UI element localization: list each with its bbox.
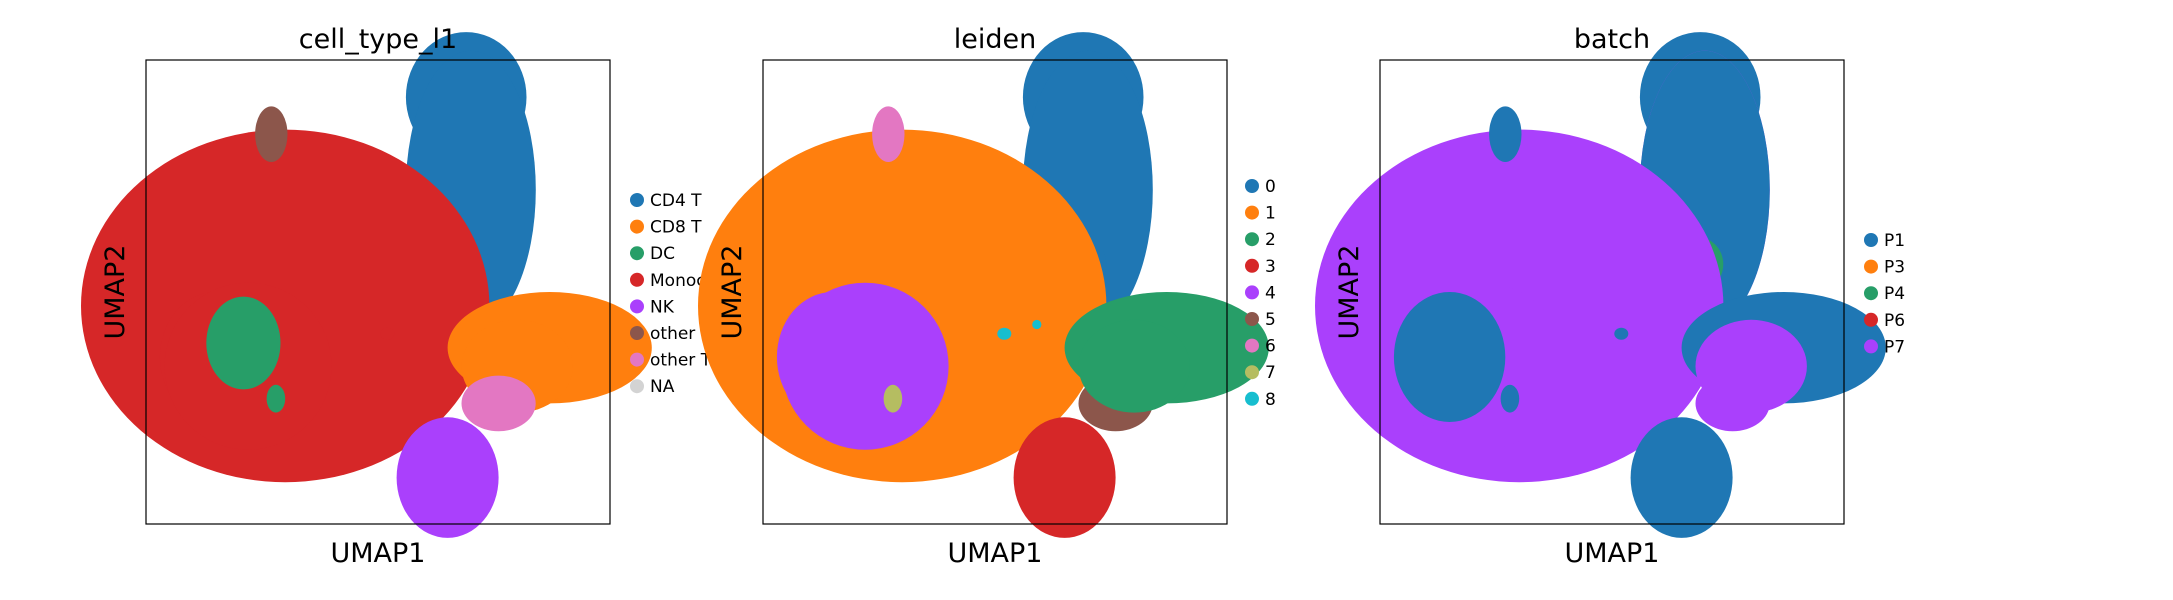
cluster-4 <box>781 282 949 450</box>
legend-marker-p7 <box>1864 339 1878 354</box>
legend-label-dc: DC <box>650 244 675 264</box>
legend-marker-2 <box>1245 232 1259 247</box>
umap-panel-batch: batch UMAP1 UMAP2 P1 P3 P4 P6 P7 <box>1315 24 1905 569</box>
plot-frame <box>145 59 611 525</box>
legend-label-8: 8 <box>1265 390 1276 410</box>
legend-label-p7: P7 <box>1884 337 1905 357</box>
legend-label-7: 7 <box>1265 363 1276 383</box>
legend-marker-nk <box>630 299 644 314</box>
y-axis-label: UMAP2 <box>717 245 748 340</box>
legend-marker-p3 <box>1864 259 1878 274</box>
cluster-p1 <box>1614 327 1629 340</box>
legend-marker-5 <box>1245 312 1259 326</box>
cluster-dc <box>266 384 286 413</box>
legend-marker-na <box>630 379 644 394</box>
cluster-2 <box>1078 319 1190 413</box>
legend-label-p4: P4 <box>1884 284 1905 304</box>
panel-title: cell_type_l1 <box>299 24 457 55</box>
cluster-p1 <box>1393 292 1506 422</box>
legend-label-4: 4 <box>1265 283 1276 303</box>
legend-marker-7 <box>1245 365 1259 380</box>
cluster-3 <box>1013 417 1116 538</box>
cluster-other <box>255 106 288 162</box>
legend-marker-monocytes <box>630 272 644 287</box>
legend-label-cd8-t: CD8 T <box>650 218 702 238</box>
legend-marker-8 <box>1245 391 1259 406</box>
legend-marker-4 <box>1245 285 1259 300</box>
legend-marker-p1 <box>1864 233 1878 247</box>
cluster-dc <box>206 296 281 390</box>
y-axis-label: UMAP2 <box>1334 245 1365 340</box>
legend-marker-0 <box>1245 179 1259 193</box>
legend-label-p6: P6 <box>1884 311 1905 331</box>
legend-label-5: 5 <box>1265 310 1276 330</box>
x-axis-label: UMAP1 <box>331 538 426 569</box>
cluster-8 <box>997 327 1012 340</box>
cluster-p1 <box>1489 106 1522 162</box>
cluster-6 <box>872 106 905 162</box>
legend-marker-other-t <box>630 352 644 367</box>
plot-frame <box>1379 59 1845 525</box>
legend-marker-p4 <box>1864 286 1878 301</box>
cluster-monocytes <box>380 327 395 340</box>
legend: 0 1 2 3 4 5 6 7 8 <box>1245 177 1276 410</box>
legend-label-p1: P1 <box>1884 231 1905 251</box>
y-axis-label: UMAP2 <box>100 245 131 340</box>
legend-label-p3: P3 <box>1884 258 1905 278</box>
legend-marker-cd4-t <box>630 193 644 207</box>
umap-panel-leiden: leiden UMAP1 UMAP2 0 1 2 3 4 5 6 7 8 <box>698 24 1276 569</box>
legend-marker-other <box>630 326 644 340</box>
legend-label-nk: NK <box>650 297 675 317</box>
legend-marker-6 <box>1245 338 1259 353</box>
legend-label-3: 3 <box>1265 257 1276 277</box>
cluster-nk <box>396 417 499 538</box>
cluster-p1 <box>1500 384 1520 413</box>
legend-label-cd4-t: CD4 T <box>650 191 702 211</box>
x-axis-label: UMAP1 <box>948 538 1043 569</box>
legend-marker-1 <box>1245 205 1259 220</box>
legend-label-6: 6 <box>1265 337 1276 357</box>
plot-frame <box>762 59 1228 525</box>
x-axis-label: UMAP1 <box>1565 538 1660 569</box>
legend-label-na: NA <box>650 377 675 397</box>
panel-title: batch <box>1574 24 1650 55</box>
cluster-8 <box>1032 319 1042 330</box>
legend-label-1: 1 <box>1265 204 1276 224</box>
legend-label-other-t: other T <box>650 351 712 371</box>
legend-label-2: 2 <box>1265 230 1276 250</box>
cluster-7 <box>883 384 903 413</box>
legend-marker-p6 <box>1864 312 1878 327</box>
legend-label-0: 0 <box>1265 177 1276 197</box>
panel-title: leiden <box>954 24 1036 55</box>
legend-marker-cd8-t <box>630 219 644 234</box>
legend-marker-3 <box>1245 258 1259 273</box>
legend-label-other: other <box>650 324 695 344</box>
cluster-other-t <box>461 375 536 432</box>
legend: P1 P3 P4 P6 P7 <box>1864 231 1905 357</box>
cluster-p7 <box>1695 319 1807 413</box>
cluster-p1 <box>1630 417 1733 538</box>
legend-marker-dc <box>630 246 644 261</box>
